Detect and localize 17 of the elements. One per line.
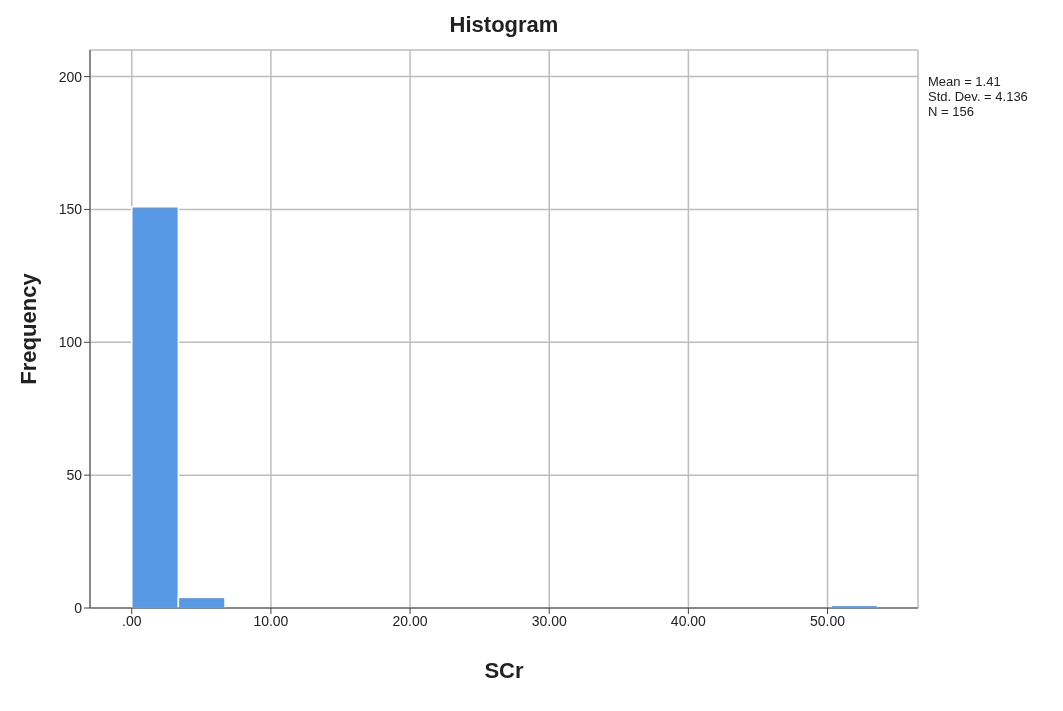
y-tick-label: 0: [74, 599, 83, 616]
x-tick-label: 10.00: [253, 612, 289, 629]
x-tick-label: 30.00: [531, 612, 567, 629]
text: Mean = 1.41: [928, 74, 1002, 89]
text: Std. Dev. = 4.136: [928, 89, 1028, 104]
y-axis-title: Frequency: [15, 272, 41, 385]
x-tick-label: 40.00: [670, 612, 707, 629]
y-tick-label: 150: [58, 201, 83, 218]
x-tick-label: 20.00: [392, 612, 428, 629]
x-axis-title: SCr: [484, 658, 524, 683]
y-tick-label: 100: [58, 334, 83, 351]
x-tick-label: 50.00: [810, 612, 846, 629]
y-tick-label: 200: [58, 68, 83, 85]
text: N = 156: [928, 104, 975, 119]
chart-title: Histogram: [448, 12, 560, 38]
y-tick-label: 50: [66, 467, 83, 484]
x-tick-label: .00: [122, 612, 142, 629]
